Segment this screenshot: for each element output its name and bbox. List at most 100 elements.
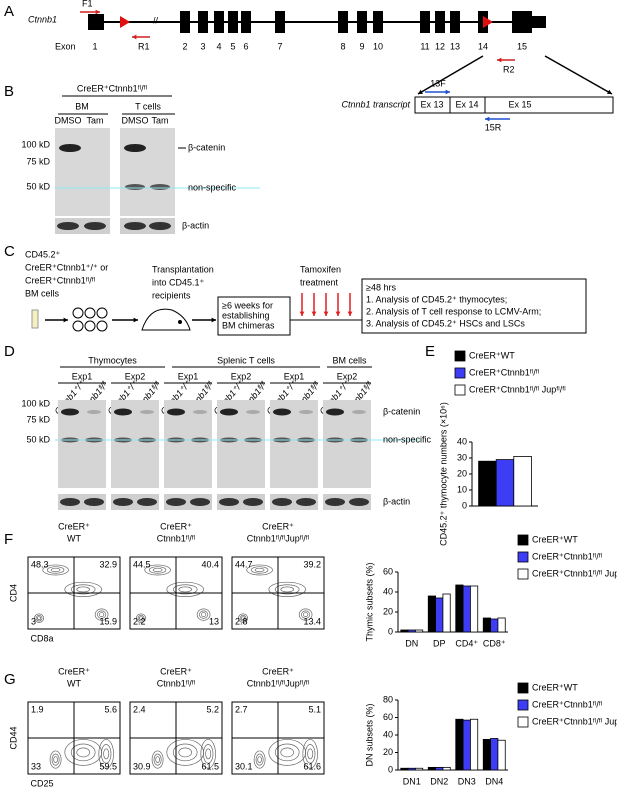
quadrant-value: 44.7 bbox=[235, 559, 253, 569]
contour bbox=[153, 753, 162, 766]
tissue-label: Splenic T cells bbox=[217, 355, 275, 365]
arrow-head bbox=[133, 317, 138, 323]
legend-swatch bbox=[454, 384, 466, 396]
y-tick-label: 40 bbox=[383, 586, 393, 596]
quadrant-value: 5.6 bbox=[104, 704, 117, 714]
plot-header: CreER⁺ bbox=[58, 666, 90, 676]
bar bbox=[415, 767, 424, 771]
marker-label: 100 kD bbox=[21, 139, 50, 149]
band bbox=[349, 498, 369, 506]
exon bbox=[373, 11, 383, 33]
primer-label: 15R bbox=[485, 122, 502, 132]
legend-swatch bbox=[517, 551, 529, 563]
band bbox=[273, 408, 291, 416]
y-tick-label: 20 bbox=[383, 747, 393, 757]
legend-swatch bbox=[517, 568, 529, 580]
exon bbox=[275, 11, 285, 33]
band bbox=[150, 184, 170, 190]
y-tick-label: 60 bbox=[383, 566, 393, 576]
contour bbox=[101, 744, 112, 764]
donor-text: BM cells bbox=[25, 288, 60, 298]
exon-number: 4 bbox=[216, 41, 221, 51]
exon bbox=[241, 11, 251, 33]
donor-text: CreER⁺Ctnnb1⁺/⁺ or bbox=[25, 262, 108, 272]
band bbox=[140, 410, 154, 414]
bar bbox=[495, 459, 515, 507]
band bbox=[84, 222, 106, 230]
contour bbox=[139, 616, 143, 621]
exon bbox=[532, 16, 546, 28]
primer-arrow-head bbox=[132, 34, 137, 40]
band bbox=[113, 498, 133, 506]
contour bbox=[254, 567, 265, 573]
quadrant-value: 1.9 bbox=[31, 704, 44, 714]
bar bbox=[513, 455, 532, 507]
contour bbox=[203, 744, 214, 764]
contour bbox=[148, 566, 167, 574]
contour bbox=[53, 756, 58, 763]
band bbox=[59, 144, 81, 152]
band bbox=[220, 408, 238, 416]
contour bbox=[200, 612, 207, 617]
contour bbox=[302, 612, 309, 617]
contour bbox=[34, 613, 44, 623]
quadrant-value: 2.2 bbox=[133, 616, 146, 626]
tam-arrow-head bbox=[323, 311, 329, 316]
quadrant-value: 30.1 bbox=[235, 761, 253, 771]
exon-number: 11 bbox=[420, 41, 429, 51]
exon-label: Exon bbox=[55, 41, 76, 51]
exon-number: 14 bbox=[478, 41, 488, 51]
bar bbox=[427, 766, 436, 771]
bar bbox=[478, 460, 497, 507]
x-tick-label: DP bbox=[433, 638, 446, 648]
band bbox=[114, 408, 132, 416]
legend-label: CreER⁺Ctnnb1ᶠˡ/ᶠˡ Jupᶠˡ/ᶠˡ bbox=[469, 384, 566, 394]
group-label: BM bbox=[75, 101, 89, 111]
tam-arrow-head bbox=[347, 311, 353, 316]
exon bbox=[88, 14, 104, 30]
quadrant-value: 40.4 bbox=[201, 559, 219, 569]
exp-label: Exp1 bbox=[72, 371, 93, 381]
lane-label: Tam bbox=[86, 115, 103, 125]
contour bbox=[268, 581, 306, 597]
blot bbox=[55, 218, 110, 234]
contour bbox=[178, 747, 192, 758]
loxp bbox=[483, 16, 493, 28]
tam-arrow-head bbox=[335, 311, 341, 316]
marker-label: 50 kD bbox=[26, 434, 50, 444]
exp-label: Exp2 bbox=[231, 371, 252, 381]
tissue-label: BM cells bbox=[332, 355, 367, 365]
band-label: β-actin bbox=[182, 220, 209, 230]
quadrant-value: 61.6 bbox=[303, 761, 321, 771]
marker-label: 100 kD bbox=[21, 398, 50, 408]
contour bbox=[301, 610, 311, 619]
exon-number: 9 bbox=[359, 41, 364, 51]
primer-label: R2 bbox=[503, 64, 515, 74]
contour bbox=[241, 616, 245, 621]
bar bbox=[462, 719, 471, 771]
legend-label: CreER⁺WT bbox=[532, 534, 578, 544]
band bbox=[124, 144, 146, 152]
transcript-box bbox=[414, 96, 614, 114]
contour bbox=[70, 743, 96, 762]
arrow-head bbox=[211, 317, 216, 323]
y-axis-label: DN subsets (%) bbox=[364, 703, 374, 766]
contour bbox=[178, 586, 192, 593]
bar bbox=[497, 617, 506, 633]
exon bbox=[512, 11, 532, 33]
quadrant-value: 5.2 bbox=[206, 704, 219, 714]
y-tick-label: 0 bbox=[388, 764, 393, 774]
contour bbox=[97, 610, 107, 619]
plot-header: Ctnnb1ᶠˡ/ᶠˡJupᶠˡ/ᶠˡ bbox=[247, 533, 309, 543]
y-axis-label: CD4 bbox=[8, 584, 18, 602]
bone-icon bbox=[31, 309, 39, 329]
tamoxifen-text: treatment bbox=[300, 277, 339, 287]
y-tick-label: 10 bbox=[457, 484, 467, 494]
contour bbox=[144, 564, 171, 576]
band bbox=[84, 498, 104, 506]
x-tick-label: CD8⁺ bbox=[483, 638, 506, 648]
cell bbox=[72, 307, 84, 319]
legend-label: CreER⁺Ctnnb1ᶠˡ/ᶠˡ bbox=[532, 699, 602, 709]
exp-label: Exp1 bbox=[284, 371, 305, 381]
quadrant-value: 2.7 bbox=[235, 704, 248, 714]
